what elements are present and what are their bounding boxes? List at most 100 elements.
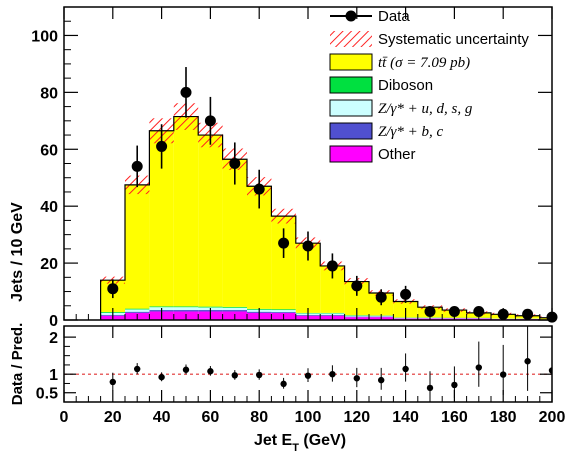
ratio-point xyxy=(207,366,214,376)
zlight-bar xyxy=(222,307,247,311)
ratio-y-axis-label: Data / Pred. xyxy=(9,323,26,406)
legend-entry-zbc: Z/γ* + b, c xyxy=(329,122,444,140)
diboson-bar xyxy=(125,308,150,310)
x-tick-label: 140 xyxy=(392,409,419,426)
y-tick-label: 0 xyxy=(49,313,58,330)
legend-entry-zlight: Z/γ* + u, d, s, g xyxy=(329,99,473,117)
legend-entry-syst: Systematic uncertainty xyxy=(330,31,529,48)
diboson-bar xyxy=(198,306,223,308)
ratio-point xyxy=(500,344,507,395)
legend-label-syst: Systematic uncertainty xyxy=(378,31,529,48)
data-point xyxy=(302,231,314,261)
ratio-marker xyxy=(475,364,482,371)
data-point xyxy=(400,285,412,303)
ratio-point xyxy=(524,326,531,391)
ratio-point xyxy=(280,377,287,389)
main-panel: 0 20 40 60 80 100 Jets / 10 GeV xyxy=(9,6,558,330)
diboson-bar xyxy=(320,312,345,314)
y-tick-label: 80 xyxy=(40,85,58,102)
data-marker xyxy=(180,86,192,98)
ratio-plot-frame-bg xyxy=(64,326,552,402)
ratio-marker xyxy=(158,373,165,381)
y-tick-label: 20 xyxy=(40,256,58,273)
ratio-point xyxy=(426,371,434,401)
ratio-point xyxy=(182,364,190,375)
data-point xyxy=(351,275,363,296)
legend-diboson-swatch xyxy=(329,76,373,94)
ratio-point xyxy=(353,367,360,388)
data-point xyxy=(107,279,119,299)
ratio-marker xyxy=(500,371,507,378)
legend-label-ttbar: tt̄ (σ = 7.09 pb) xyxy=(378,55,470,71)
ratio-y-ticks: 0.5 1 2 xyxy=(36,330,552,403)
legend-label-zbc: Z/γ* + b, c xyxy=(378,124,444,140)
ratio-points xyxy=(109,326,552,402)
y-tick-label: 100 xyxy=(31,28,58,45)
data-point xyxy=(180,67,192,118)
diboson-bar xyxy=(149,306,174,308)
ttbar-bar xyxy=(125,184,150,309)
ratio-y-tick-label: 0.5 xyxy=(36,386,58,403)
x-tick-label: 80 xyxy=(250,409,268,426)
ratio-point xyxy=(329,365,336,382)
ratio-marker xyxy=(524,358,531,365)
ratio-marker xyxy=(182,366,190,373)
zbc-bar xyxy=(271,312,296,313)
ratio-point xyxy=(256,369,263,380)
legend-label-zlight: Z/γ* + u, d, s, g xyxy=(378,101,473,117)
legend-entry-ttbar: tt̄ (σ = 7.09 pb) xyxy=(329,53,470,71)
y-tick-label: 60 xyxy=(40,142,58,159)
legend: Data Systematic uncertainty tt̄ (σ = 7.09 … xyxy=(329,8,529,163)
x-tick-label: 200 xyxy=(539,409,566,426)
ratio-point xyxy=(402,353,409,382)
ratio-marker xyxy=(353,375,360,382)
legend-entry-data: Data xyxy=(330,8,410,25)
data-point xyxy=(326,253,338,279)
legend-zbc-swatch xyxy=(329,122,373,140)
main-y-ticks: 0 20 40 60 80 100 xyxy=(31,6,552,330)
data-marker xyxy=(302,240,314,252)
ratio-point xyxy=(231,370,238,380)
x-tick-label: 100 xyxy=(295,409,322,426)
legend-entry-other: Other xyxy=(329,145,416,163)
zlight-bar xyxy=(271,310,296,313)
data-marker xyxy=(131,160,143,172)
legend-label-other: Other xyxy=(378,146,416,163)
ratio-point xyxy=(158,372,165,382)
data-point xyxy=(229,142,241,185)
data-point xyxy=(131,145,143,188)
data-point xyxy=(278,228,290,258)
x-tick-label: 40 xyxy=(153,409,171,426)
ratio-marker xyxy=(329,370,336,378)
x-axis-label: Jet ET (GeV) xyxy=(254,432,346,452)
ratio-marker xyxy=(402,365,409,373)
ratio-y-tick-label: 2 xyxy=(49,330,58,347)
diboson-bar xyxy=(271,309,296,311)
zbc-bar xyxy=(173,310,199,312)
zlight-bar xyxy=(173,307,199,311)
ratio-point xyxy=(109,372,117,391)
ratio-point xyxy=(304,368,312,382)
ratio-marker xyxy=(256,371,263,379)
ratio-x-ticks: 0 20 40 60 80 100 120 140 160 180 200 xyxy=(60,326,566,426)
zbc-bar xyxy=(125,311,150,313)
ratio-point xyxy=(378,367,385,390)
ratio-panel: 0.5 1 2 0 20 40 60 80 100 120 140 160 180 200 Data /… xyxy=(9,323,566,426)
data-marker xyxy=(156,140,168,152)
ratio-marker xyxy=(231,372,238,379)
ratio-marker xyxy=(548,367,552,374)
ratio-point xyxy=(475,341,482,387)
data-marker xyxy=(375,291,387,303)
ratio-y-tick-label: 1 xyxy=(49,367,58,384)
diboson-bar xyxy=(222,306,247,308)
legend-label-data: Data xyxy=(378,8,410,25)
x-tick-label: 60 xyxy=(202,409,220,426)
x-tick-label: 20 xyxy=(104,409,122,426)
legend-other-swatch xyxy=(329,145,373,163)
x-tick-label: 160 xyxy=(441,409,468,426)
data-marker xyxy=(473,305,485,317)
data-marker xyxy=(278,237,290,249)
zbc-bar xyxy=(222,310,247,312)
data-point xyxy=(156,124,168,169)
